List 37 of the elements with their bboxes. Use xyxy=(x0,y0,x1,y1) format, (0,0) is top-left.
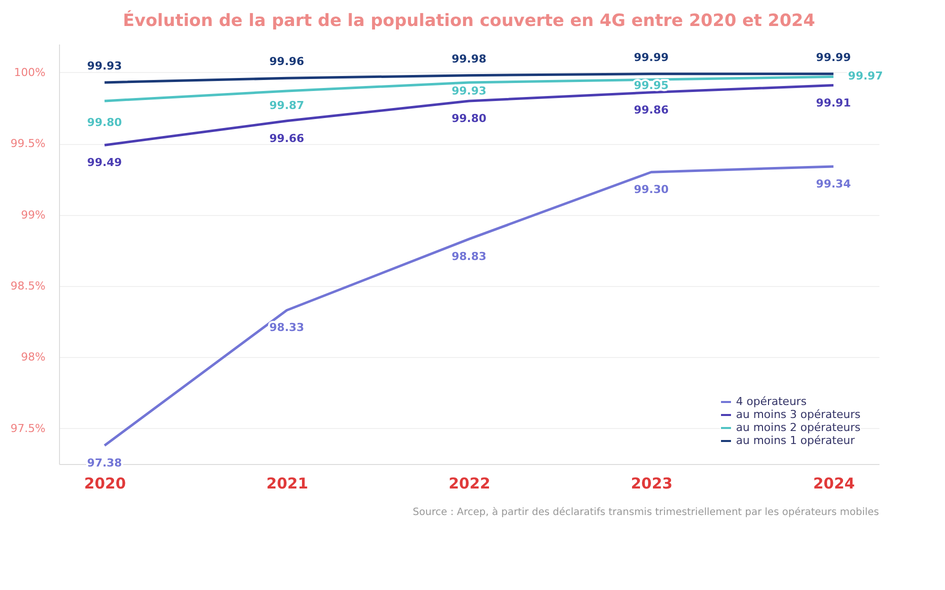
legend-label: au moins 2 opérateurs xyxy=(736,421,861,434)
data-label: 99.93 xyxy=(452,84,486,98)
data-label: 99.97 xyxy=(848,70,883,83)
y-tick-label: 97.5% xyxy=(10,422,46,435)
legend-label: au moins 3 opérateurs xyxy=(736,408,861,421)
data-label: 99.99 xyxy=(634,50,669,64)
y-tick-label: 99% xyxy=(21,208,46,222)
data-label: 99.91 xyxy=(816,96,851,110)
data-label: 99.80 xyxy=(87,116,122,130)
data-label: 99.98 xyxy=(452,52,486,66)
y-tick-label: 98% xyxy=(21,350,46,364)
legend-label: 4 opérateurs xyxy=(736,395,807,408)
data-label: 99.66 xyxy=(269,132,305,145)
x-tick-label: 2021 xyxy=(266,474,308,492)
x-tick-label: 2023 xyxy=(630,474,673,492)
y-tick-label: 98.5% xyxy=(10,280,46,293)
data-label: 99.87 xyxy=(269,98,304,112)
x-tick-label: 2020 xyxy=(84,474,126,492)
data-label: 98.33 xyxy=(269,321,304,334)
data-label: 99.99 xyxy=(816,50,851,64)
chart-title: Évolution de la part de la population couverte en 4G entre 2020 et 2024 xyxy=(122,10,816,31)
data-label: 99.96 xyxy=(269,55,305,68)
data-label: 99.93 xyxy=(87,59,122,72)
data-label: 99.80 xyxy=(452,112,487,125)
x-tick-label: 2022 xyxy=(448,474,490,492)
x-tick-label: 2024 xyxy=(813,474,855,492)
y-tick-label: 100% xyxy=(14,66,46,79)
data-label: 99.34 xyxy=(816,177,852,190)
data-label: 97.38 xyxy=(87,456,122,470)
data-label: 98.83 xyxy=(452,250,486,264)
data-label: 99.49 xyxy=(87,156,122,170)
legend-label: au moins 1 opérateur xyxy=(736,434,856,447)
data-label: 99.86 xyxy=(634,103,669,116)
source-note: Source : Arcep, à partir des déclaratifs transmis trimestriellement par les opérateurs mobiles xyxy=(412,507,879,518)
data-label: 99.95 xyxy=(634,79,669,92)
data-label: 99.30 xyxy=(634,183,669,196)
y-tick-label: 99.5% xyxy=(10,137,46,150)
